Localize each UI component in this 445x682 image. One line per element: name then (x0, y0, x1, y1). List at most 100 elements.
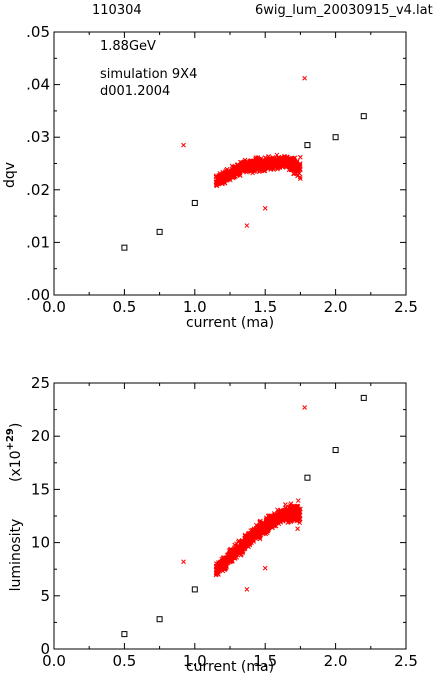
data-point-square (156, 616, 163, 623)
data-point-x (247, 162, 253, 167)
data-point-x (268, 519, 274, 525)
data-point-x (261, 158, 267, 164)
data-point-x (243, 537, 249, 543)
data-point-x (280, 516, 285, 522)
bottom-plot: 0.0 0.5 1.0 1.5 2.0 2.5 0 5 10 15 20 25 current (m… (5, 374, 418, 675)
data-point-x (297, 174, 303, 180)
data-point-x (253, 534, 259, 539)
data-point-x (234, 549, 240, 555)
data-point-square (121, 631, 128, 638)
data-point-x (262, 565, 268, 571)
bottom-plot-y-ticks: 0 5 10 15 20 25 (31, 374, 406, 658)
data-point-x (221, 559, 227, 564)
data-point-x (235, 547, 241, 553)
x-tick-label: 2.5 (394, 652, 418, 670)
data-point-x (215, 180, 221, 186)
data-point-x (215, 564, 221, 570)
data-point-x (255, 157, 261, 163)
data-point-x (243, 159, 248, 165)
data-point-x (287, 513, 292, 519)
data-point-x (290, 504, 296, 509)
data-point-x (261, 157, 266, 163)
data-point-x (302, 405, 307, 410)
data-point-x (268, 514, 273, 520)
data-point-square (304, 474, 311, 481)
data-point-x (294, 159, 300, 165)
y-tick-label: 10 (31, 534, 50, 552)
annotation-simulation: simulation 9X4 (100, 67, 197, 82)
data-point-x (297, 171, 302, 176)
data-point-x (267, 159, 273, 165)
data-point-x (248, 528, 254, 533)
data-point-square (360, 394, 367, 401)
data-point-x (244, 223, 250, 228)
data-point-x (294, 518, 300, 524)
bottom-plot-x-ticks: 0.0 0.5 1.0 1.5 2.0 2.5 (42, 383, 418, 670)
y-tick-label: 5 (40, 587, 50, 605)
data-point-x (262, 205, 268, 211)
data-point-x (272, 156, 277, 161)
data-point-x (238, 552, 244, 558)
data-point-x (288, 513, 294, 519)
x-tick-label: 2.0 (324, 298, 348, 316)
data-point-x (238, 539, 244, 545)
data-point-x (283, 505, 288, 511)
data-point-x (245, 543, 250, 549)
data-point-square (191, 586, 198, 593)
x-tick-label: 0.5 (112, 298, 136, 316)
header-left-label: 110304 (92, 3, 142, 18)
bottom-plot-y-units: (x10+29) (5, 423, 24, 482)
data-point-x (297, 508, 302, 514)
data-point-square (332, 134, 339, 141)
data-point-x (278, 519, 284, 525)
data-point-x (290, 167, 296, 173)
header-right-label: 6wig_lum_20030915_v4.lat (255, 3, 433, 18)
data-point-x (181, 559, 186, 565)
data-point-x (276, 156, 282, 162)
data-point-x (265, 513, 271, 519)
data-point-x (285, 161, 290, 167)
data-point-x (277, 162, 283, 168)
x-tick-label: 2.0 (324, 652, 348, 670)
data-point-x (252, 162, 257, 168)
data-point-x (215, 560, 221, 565)
data-point-x (280, 164, 285, 170)
y-units-prefix: (x10 (8, 450, 24, 482)
bottom-plot-frame (53, 382, 407, 650)
data-point-x (285, 159, 291, 165)
data-point-x (256, 529, 262, 534)
data-point-x (181, 142, 186, 148)
data-point-x (285, 520, 291, 525)
data-point-square (332, 447, 339, 454)
data-point-x (295, 498, 301, 503)
y-tick-label: 15 (31, 480, 50, 498)
data-point-x (254, 526, 260, 532)
annotation-run-id: d001.2004 (100, 84, 170, 99)
data-point-x (243, 163, 249, 169)
data-point-x (265, 165, 271, 170)
data-point-x (216, 174, 222, 180)
y-tick-label: .03 (26, 128, 50, 146)
y-tick-label: 20 (31, 427, 50, 445)
y-tick-label: .00 (26, 286, 50, 304)
data-point-square (121, 244, 128, 251)
top-plot: 0.0 0.5 1.0 1.5 2.0 2.5 .00 .01 .02 .03 .04 .05 1.… (2, 23, 418, 331)
data-point-x (244, 168, 250, 174)
data-point-x (297, 154, 303, 160)
data-point-x (222, 567, 227, 572)
bottom-plot-x-axis-label: current (ma) (186, 659, 274, 675)
data-point-x (295, 512, 300, 518)
data-point-x (230, 550, 235, 556)
data-point-x (256, 161, 262, 167)
x-tick-label: 2.5 (394, 298, 418, 316)
data-point-x (219, 175, 225, 181)
x-tick-label: 0.0 (42, 652, 66, 670)
y-tick-label: .01 (26, 233, 50, 251)
data-point-square (156, 228, 163, 235)
bottom-plot-y-axis-label: luminosity (8, 519, 24, 592)
data-point-x (237, 163, 243, 169)
x-tick-label: 1.0 (183, 298, 207, 316)
data-point-x (287, 517, 293, 523)
bottom-plot-data-marks (121, 394, 367, 638)
